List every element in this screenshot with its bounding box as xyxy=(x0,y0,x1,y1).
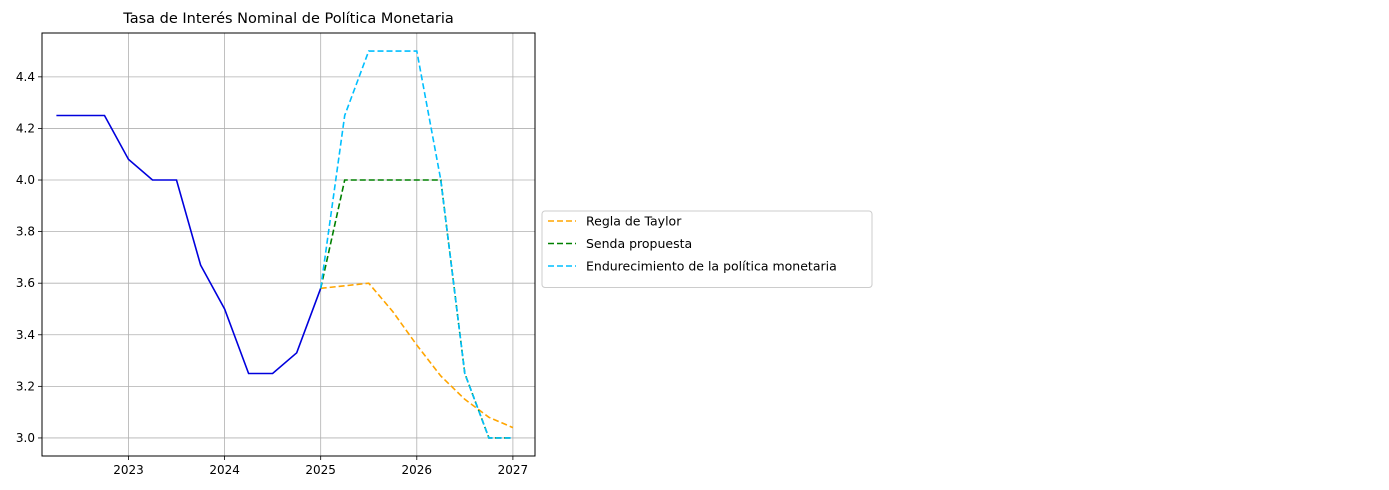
x-tick-label: 2025 xyxy=(305,463,336,477)
y-tick-label: 3.6 xyxy=(16,276,35,290)
series-line-2 xyxy=(319,179,513,439)
y-tick-label: 3.4 xyxy=(16,328,35,342)
grid xyxy=(42,33,535,456)
chart-title: Tasa de Interés Nominal de Política Mone… xyxy=(122,11,454,27)
series-line-1 xyxy=(320,282,514,429)
x-tick-label: 2024 xyxy=(209,463,240,477)
series-line-3 xyxy=(319,50,513,439)
legend-frame xyxy=(541,210,873,288)
y-tick-label: 4.0 xyxy=(16,173,35,187)
legend: Regla de Taylor Senda propuesta Endurecimi… xyxy=(541,210,873,288)
y-tick-label: 4.2 xyxy=(16,121,35,135)
y-tick-label: 3.8 xyxy=(16,225,35,239)
x-tick-label: 2027 xyxy=(498,463,529,477)
axes: 2023 2024 2025 2026 2027 3.0 3.2 3.4 3.6 3.8 4.0 4.… xyxy=(16,70,528,477)
x-tick-label: 2026 xyxy=(402,463,433,477)
x-tick-label: 2023 xyxy=(113,463,144,477)
y-tick-label: 3.2 xyxy=(16,379,35,393)
y-tick-label: 3.0 xyxy=(16,431,35,445)
legend-label: Regla de Taylor xyxy=(586,214,682,229)
plot-area-frame xyxy=(41,32,536,457)
legend-label: Senda propuesta xyxy=(586,236,692,251)
y-tick-label: 4.4 xyxy=(16,70,35,84)
legend-label: Endurecimiento de la política monetaria xyxy=(586,259,837,274)
series-line-0 xyxy=(56,114,322,375)
series-group xyxy=(56,50,514,439)
